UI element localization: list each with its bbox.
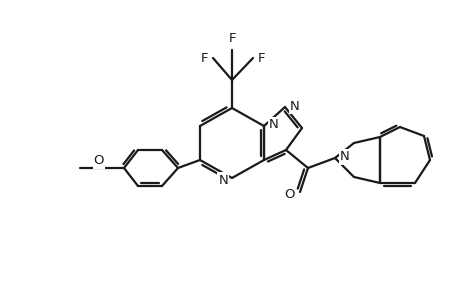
Text: O: O [94, 155, 104, 168]
Text: O: O [285, 188, 295, 201]
Text: N: N [218, 174, 228, 187]
Text: N: N [340, 150, 350, 163]
Text: N: N [269, 118, 279, 131]
Text: F: F [258, 52, 265, 65]
Text: F: F [228, 32, 236, 45]
Text: N: N [290, 99, 300, 113]
Text: F: F [200, 52, 208, 65]
